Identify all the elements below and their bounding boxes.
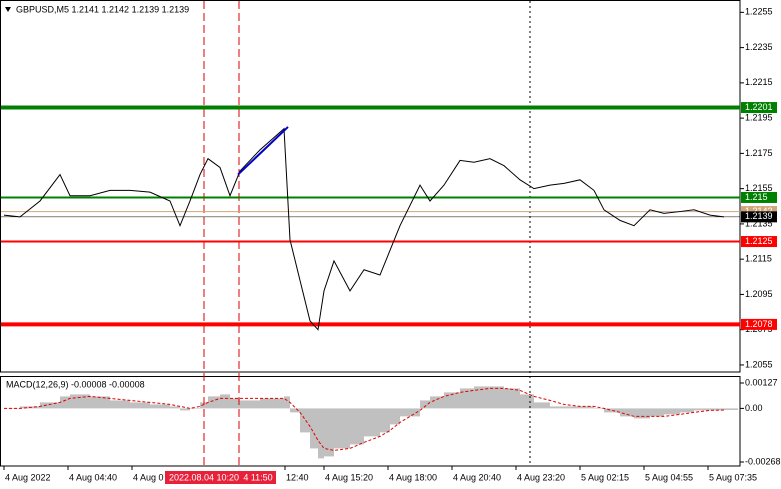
y-tick-label: -0.00268 <box>745 456 781 466</box>
macd-bar <box>694 408 710 411</box>
macd-bar <box>180 408 190 411</box>
y-tick-label: 1.2135 <box>745 218 773 228</box>
macd-bar <box>190 408 200 409</box>
price-level-label-box <box>741 318 777 330</box>
price-level-label: 1.215 <box>745 192 768 202</box>
price-level-label: 1.2201 <box>745 102 773 112</box>
macd-bar <box>364 408 380 437</box>
price-level-label-box <box>741 211 777 223</box>
price-level-label: 1.2142 <box>745 206 773 216</box>
macd-bar <box>90 396 110 409</box>
macd-bar <box>420 400 430 409</box>
y-tick-label: 1.2155 <box>745 183 773 193</box>
macd-bar <box>534 402 550 409</box>
x-tick-label: 12:40 <box>286 472 309 482</box>
macd-bar <box>290 408 300 413</box>
symbol-icon <box>5 7 11 12</box>
y-tick-label: 1.2255 <box>745 7 773 17</box>
y-tick-label: 1.2055 <box>745 359 773 369</box>
price-level-label-box <box>741 102 777 114</box>
macd-bar <box>604 408 620 413</box>
price-level-label-box <box>741 236 777 248</box>
y-tick-label: 0.00 <box>745 403 763 413</box>
macd-bar <box>550 406 564 409</box>
macd-bar <box>444 392 460 409</box>
macd-bar <box>350 408 364 445</box>
price-line <box>3 127 725 331</box>
macd-bar <box>594 408 604 409</box>
x-tick-label: 4 Aug 0 <box>133 472 164 482</box>
macd-bar <box>220 394 230 409</box>
x-tick-label: 5 Aug 02:15 <box>581 472 629 482</box>
macd-bar <box>150 404 170 409</box>
price-level-label: 1.2125 <box>745 236 773 246</box>
macd-bar <box>200 402 208 409</box>
macd-bar <box>460 388 474 409</box>
macd-bar <box>400 408 420 417</box>
x-tick-label: 4 Aug 15:20 <box>325 472 373 482</box>
crosshair-label-box <box>165 471 243 484</box>
macd-bar <box>724 408 738 410</box>
y-tick-label: 1.2195 <box>745 112 773 122</box>
macd-bar <box>208 396 220 409</box>
macd-bar <box>334 408 350 449</box>
macd-bar <box>170 406 180 409</box>
y-tick-label: 0.00127 <box>745 377 778 387</box>
macd-bar <box>390 408 400 425</box>
crosshair-label: 2022.08.04 10:20 <box>169 472 239 482</box>
y-tick-label: 1.2095 <box>745 289 773 299</box>
y-tick-label: 1.2175 <box>745 148 773 158</box>
macd-bar <box>40 402 60 409</box>
macd-bar <box>318 408 324 459</box>
price-level-label: 1.2078 <box>745 319 773 329</box>
macd-bar <box>110 400 130 409</box>
macd-bar <box>324 408 334 457</box>
macd-bar <box>260 398 284 409</box>
chart-title: GBPUSD,M5 1.2141 1.2142 1.2139 1.2139 <box>16 4 189 14</box>
macd-bar <box>380 408 390 433</box>
trendline <box>237 126 289 176</box>
y-tick-label: 1.2215 <box>745 77 773 87</box>
y-tick-label: 1.2235 <box>745 42 773 52</box>
macd-bar <box>130 402 150 409</box>
macd-bar <box>300 408 310 433</box>
crosshair-label: 4 11:50 <box>243 472 272 482</box>
macd-bar <box>240 400 260 409</box>
x-tick-label: 4 Aug 04:40 <box>69 472 117 482</box>
macd-bar <box>430 396 444 409</box>
x-tick-label: 4 Aug 18:00 <box>389 472 437 482</box>
crosshair-label-box <box>240 471 276 484</box>
macd-bar <box>310 408 318 449</box>
macd-bar <box>504 388 520 409</box>
price-level-label-box <box>741 191 777 203</box>
y-tick-label: 1.2115 <box>745 254 772 264</box>
price-panel-frame <box>0 0 741 373</box>
macd-bar <box>474 386 490 409</box>
x-tick-label: 5 Aug 07:35 <box>709 472 757 482</box>
macd-bar <box>710 408 724 411</box>
macd-bar <box>230 398 240 409</box>
macd-bar <box>284 396 290 409</box>
macd-bar <box>634 408 650 419</box>
macd-bar <box>490 386 504 409</box>
x-tick-label: 4 Aug 23:20 <box>517 472 565 482</box>
macd-bar <box>664 408 680 415</box>
macd-bar <box>70 394 90 409</box>
x-tick-label: 4 Aug 20:40 <box>453 472 501 482</box>
macd-bar <box>564 406 580 409</box>
macd-bar <box>680 408 694 413</box>
indicator-title: MACD(12,26,9) -0.00008 -0.00008 <box>6 379 145 389</box>
x-tick-label: 5 Aug 04:55 <box>645 472 693 482</box>
price-level-label: 1.2139 <box>745 211 773 221</box>
macd-bar <box>580 406 594 409</box>
macd-bar <box>60 396 70 409</box>
macd-bar <box>650 408 664 417</box>
macd-bar <box>520 394 534 409</box>
macd-bar <box>620 408 634 417</box>
x-tick-label: 4 Aug 2022 <box>5 472 51 482</box>
macd-signal-line <box>4 387 725 451</box>
macd-panel-frame <box>0 376 741 467</box>
